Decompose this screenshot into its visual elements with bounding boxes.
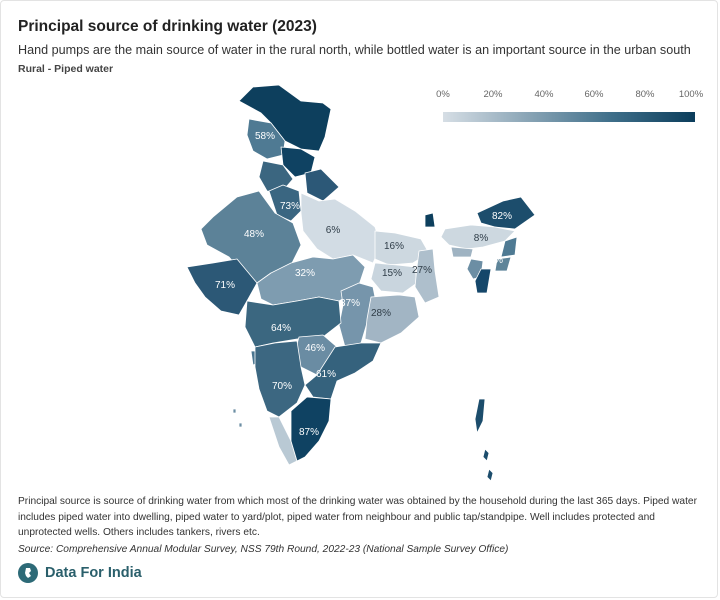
legend-tick-20: 20% (483, 89, 503, 100)
brand[interactable]: Data For India (18, 563, 142, 583)
label-tamil-nadu: 87% (299, 427, 319, 438)
label-jharkhand: 15% (382, 268, 402, 279)
label-gujarat: 71% (215, 280, 235, 291)
label-arunachal-pradesh: 82% (492, 211, 512, 222)
label-mizoram: 40% (483, 255, 503, 266)
state-jharkhand[interactable] (370, 262, 418, 294)
state-karnataka[interactable] (254, 340, 306, 418)
state-chhattisgarh[interactable] (338, 282, 378, 348)
label-west-bengal: 27% (412, 265, 432, 276)
state-mizoram[interactable] (474, 268, 492, 294)
filter-label: Rural - Piped water (18, 63, 114, 75)
label-jammu-kashmir: 58% (255, 131, 275, 142)
state-andhra-pradesh[interactable] (304, 342, 382, 400)
state-maharashtra[interactable] (244, 296, 342, 348)
legend-tick-60: 60% (584, 89, 604, 100)
brand-name: Data For India (45, 565, 142, 581)
state-ladakh[interactable] (238, 84, 332, 152)
state-uttar-pradesh[interactable] (300, 192, 382, 264)
state-nagaland[interactable] (500, 236, 518, 258)
color-legend: 0% 20% 40% 60% 80% 100% (436, 89, 703, 125)
label-uttar-pradesh: 6% (326, 225, 341, 236)
label-chhattisgarh: 37% (340, 298, 360, 309)
legend-tick-80: 80% (635, 89, 655, 100)
label-maharashtra: 64% (271, 323, 291, 334)
label-odisha: 28% (371, 308, 391, 319)
label-rajasthan: 48% (244, 229, 264, 240)
legend-tick-0: 0% (436, 89, 450, 100)
methodology-note: Principal source is source of drinking w… (18, 496, 697, 538)
label-madhya-pradesh: 32% (295, 268, 315, 279)
state-uttarakhand[interactable] (304, 168, 340, 202)
label-bihar: 16% (384, 241, 404, 252)
state-gujarat[interactable] (186, 258, 258, 316)
label-karnataka: 70% (272, 381, 292, 392)
lakshadweep[interactable] (232, 408, 243, 428)
chart-subtitle: Hand pumps are the main source of water … (18, 43, 691, 57)
state-jammu-kashmir[interactable] (246, 118, 286, 160)
state-assam[interactable] (440, 224, 516, 250)
legend-gradient-bar (443, 112, 695, 122)
state-meghalaya[interactable] (450, 246, 474, 258)
legend-tick-100: 100% (678, 89, 704, 100)
nicobar-islands[interactable] (482, 448, 494, 482)
india-map: 58% 48% 73% 6% 71% 32% 16% 15% 27% 37% 2… (186, 84, 536, 482)
source-note: Source: Comprehensive Annual Modular Sur… (18, 544, 509, 555)
label-andhra-pradesh: 61% (316, 369, 336, 380)
andaman-islands[interactable] (474, 398, 486, 434)
brand-logo-icon (18, 563, 38, 583)
label-haryana: 73% (280, 201, 300, 212)
map-value-labels: 58% 48% 73% 6% 71% 32% 16% 15% 27% 37% 2… (215, 131, 512, 438)
state-odisha[interactable] (364, 294, 420, 344)
state-west-bengal[interactable] (414, 248, 440, 304)
state-tamil-nadu[interactable] (290, 396, 332, 462)
label-telangana: 46% (305, 343, 325, 354)
state-sikkim[interactable] (424, 212, 436, 228)
state-arunachal-pradesh[interactable] (476, 196, 536, 230)
chart-title: Principal source of drinking water (2023… (18, 18, 317, 35)
state-manipur[interactable] (494, 256, 512, 272)
label-assam: 8% (474, 233, 489, 244)
legend-tick-40: 40% (534, 89, 554, 100)
